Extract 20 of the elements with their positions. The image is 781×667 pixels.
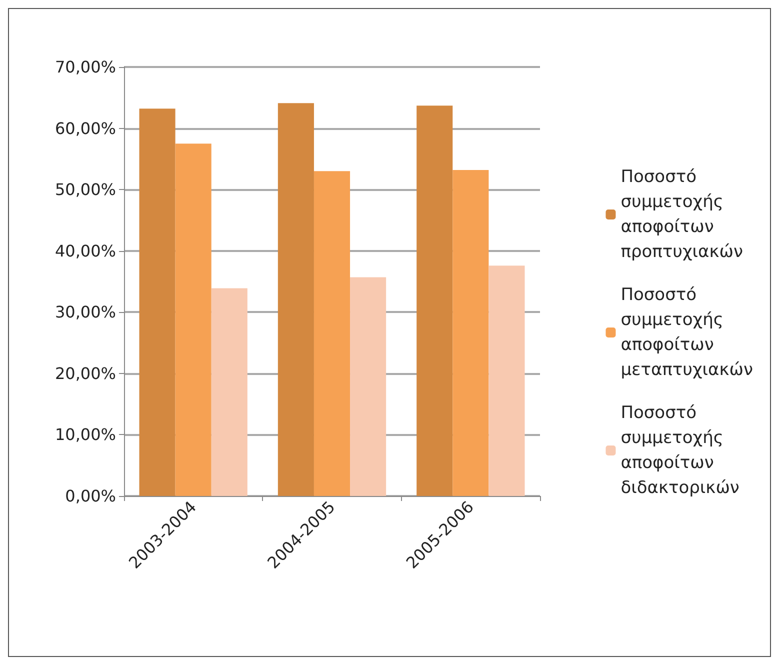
bar bbox=[175, 144, 212, 496]
bar bbox=[139, 108, 176, 496]
y-tick-label: 10,00% bbox=[54, 425, 116, 444]
bar bbox=[416, 106, 453, 496]
bar bbox=[452, 170, 489, 496]
y-tick-label: 20,00% bbox=[54, 364, 116, 383]
y-tick-label: 30,00% bbox=[54, 302, 116, 322]
y-tick-label: 40,00% bbox=[54, 241, 116, 260]
y-tick-label: 0,00% bbox=[65, 486, 116, 506]
legend-label: Ποσοστό συμμετοχής αποφοίτων διδακτορικών bbox=[620, 403, 740, 498]
y-tick-label: 50,00% bbox=[54, 180, 116, 200]
y-tick-label: 70,00% bbox=[54, 58, 116, 76]
bar bbox=[350, 277, 386, 496]
bar bbox=[488, 266, 525, 496]
bar bbox=[278, 103, 314, 496]
bar bbox=[314, 171, 350, 496]
legend-label: Ποσοστό συμμετοχής αποφοίτων προπτυχιακών bbox=[620, 167, 743, 262]
legend-label: Ποσοστό συμμετοχής αποφοίτων μεταπτυχιακών bbox=[620, 285, 753, 380]
bar bbox=[211, 288, 248, 496]
y-tick-label: 60,00% bbox=[54, 118, 116, 138]
